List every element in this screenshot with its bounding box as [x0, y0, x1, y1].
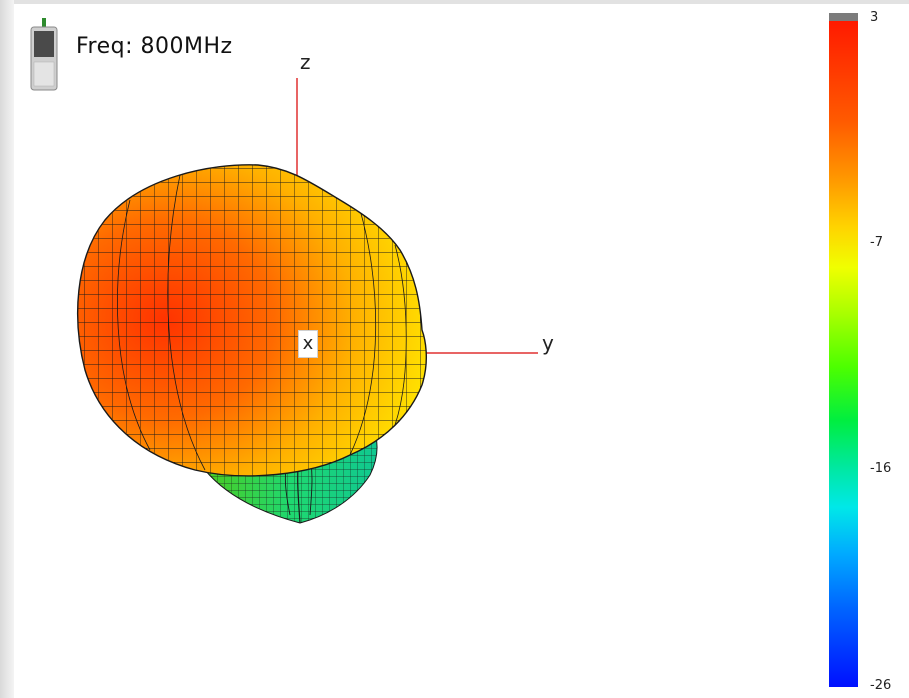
phone-device-icon	[30, 18, 58, 91]
color-scale-bar	[829, 21, 858, 687]
left-panel-edge	[0, 0, 14, 698]
y-axis-label: y	[542, 331, 554, 355]
colorbar-tick-min: -26	[870, 678, 892, 693]
main-lobe	[77, 164, 428, 477]
colorbar-cap	[829, 13, 858, 21]
z-axis-label: z	[300, 50, 311, 74]
colorbar-tick-2: -7	[870, 235, 883, 250]
top-border	[14, 0, 909, 4]
frequency-label: Freq: 800MHz	[76, 34, 233, 59]
colorbar-tick-3: -16	[870, 461, 892, 476]
x-axis-label: x	[298, 330, 318, 358]
colorbar-tick-max: 3	[870, 10, 879, 25]
